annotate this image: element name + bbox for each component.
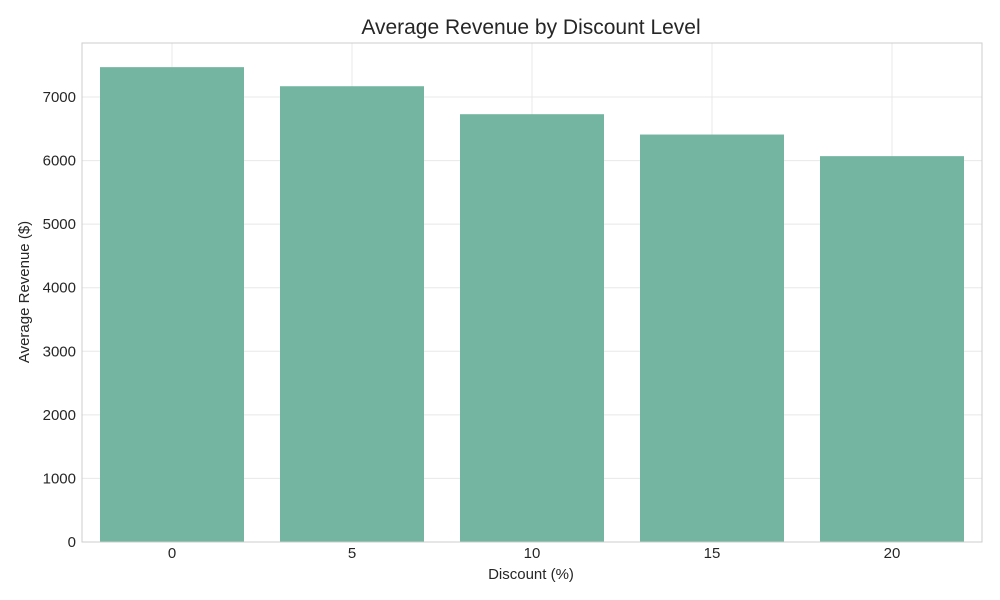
chart-title: Average Revenue by Discount Level [361,16,700,39]
y-tick-label: 2000 [43,407,76,424]
bar-0 [100,67,244,543]
y-tick-label: 4000 [43,280,76,297]
x-tick-label: 20 [884,545,901,562]
x-tick-label: 0 [168,545,176,562]
y-tick-label: 3000 [43,343,76,360]
plot-frame [81,42,983,543]
x-tick-label: 15 [704,545,721,562]
y-tick-label: 1000 [43,470,76,487]
bar-10 [460,114,604,542]
y-tick-label: 5000 [43,216,76,233]
x-axis-ticks: 0 5 10 15 20 [168,545,901,562]
y-tick-label: 7000 [43,89,76,106]
y-axis-label: Average Revenue ($) [16,221,33,363]
bars [100,67,964,543]
y-tick-label: 6000 [43,153,76,170]
y-tick-label: 0 [68,534,76,551]
bar-20 [820,156,964,542]
bar-5 [280,86,424,543]
x-axis-label: Discount (%) [488,566,574,583]
bar-15 [640,134,784,542]
y-axis-ticks: 0 1000 2000 3000 4000 5000 6000 7000 [43,89,76,551]
x-tick-label: 10 [524,545,541,562]
x-tick-label: 5 [348,545,356,562]
